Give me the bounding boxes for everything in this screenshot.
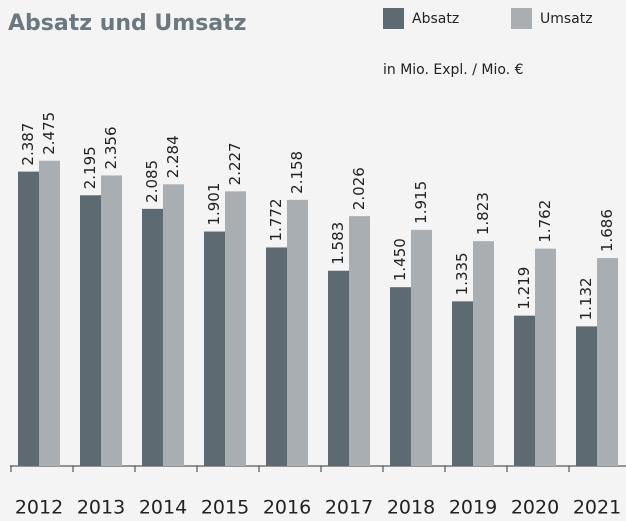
x-tick-label: 2014	[139, 497, 187, 519]
subtitle: in Mio. Expl. / Mio. €	[383, 62, 523, 78]
x-tick-label: 2012	[15, 497, 63, 519]
bar	[535, 248, 556, 466]
value-label: 1.762	[536, 200, 554, 243]
bar	[349, 216, 370, 466]
bar	[452, 301, 473, 466]
bar	[328, 270, 349, 466]
x-tick-label: 2016	[263, 497, 311, 519]
bar	[80, 195, 101, 467]
bar	[18, 171, 39, 466]
legend-swatch	[383, 8, 404, 29]
value-label: 1.823	[474, 192, 492, 235]
bar	[266, 247, 287, 466]
value-label: 1.583	[329, 222, 347, 265]
bar	[287, 199, 308, 466]
value-label: 1.686	[598, 209, 616, 252]
chart-title: Absatz und Umsatz	[8, 11, 246, 36]
bar	[514, 315, 535, 466]
legend-label: Umsatz	[540, 11, 593, 27]
x-tick-label: 2013	[77, 497, 125, 519]
x-tick-label: 2020	[511, 497, 559, 519]
value-label: 1.901	[205, 183, 223, 226]
bar	[473, 241, 494, 466]
x-tick-label: 2017	[325, 497, 373, 519]
value-label: 2.158	[288, 151, 306, 194]
x-tick-label: 2015	[201, 497, 249, 519]
bar	[163, 184, 184, 466]
value-label: 1.132	[577, 277, 595, 320]
value-label: 1.335	[453, 252, 471, 295]
legend-swatch	[511, 8, 532, 29]
value-label: 1.219	[515, 267, 533, 310]
value-label: 1.915	[412, 181, 430, 224]
value-label: 2.356	[102, 126, 120, 169]
value-label: 2.284	[164, 135, 182, 178]
value-label: 2.227	[226, 142, 244, 185]
value-label: 2.475	[40, 112, 58, 155]
bar	[597, 258, 618, 466]
bar	[142, 208, 163, 466]
value-label: 2.085	[143, 160, 161, 203]
value-label: 1.450	[391, 238, 409, 281]
legend-label: Absatz	[412, 11, 459, 27]
bar	[411, 229, 432, 466]
value-label: 2.387	[19, 123, 37, 166]
x-tick-label: 2019	[449, 497, 497, 519]
bar	[576, 326, 597, 466]
x-tick-label: 2018	[387, 497, 435, 519]
bar	[101, 175, 122, 466]
bar	[39, 160, 60, 466]
value-label: 2.026	[350, 167, 368, 210]
bar	[204, 231, 225, 466]
value-label: 2.195	[81, 146, 99, 189]
x-tick-label: 2021	[573, 497, 621, 519]
bar	[390, 287, 411, 466]
value-label: 1.772	[267, 199, 285, 242]
bar	[225, 191, 246, 466]
